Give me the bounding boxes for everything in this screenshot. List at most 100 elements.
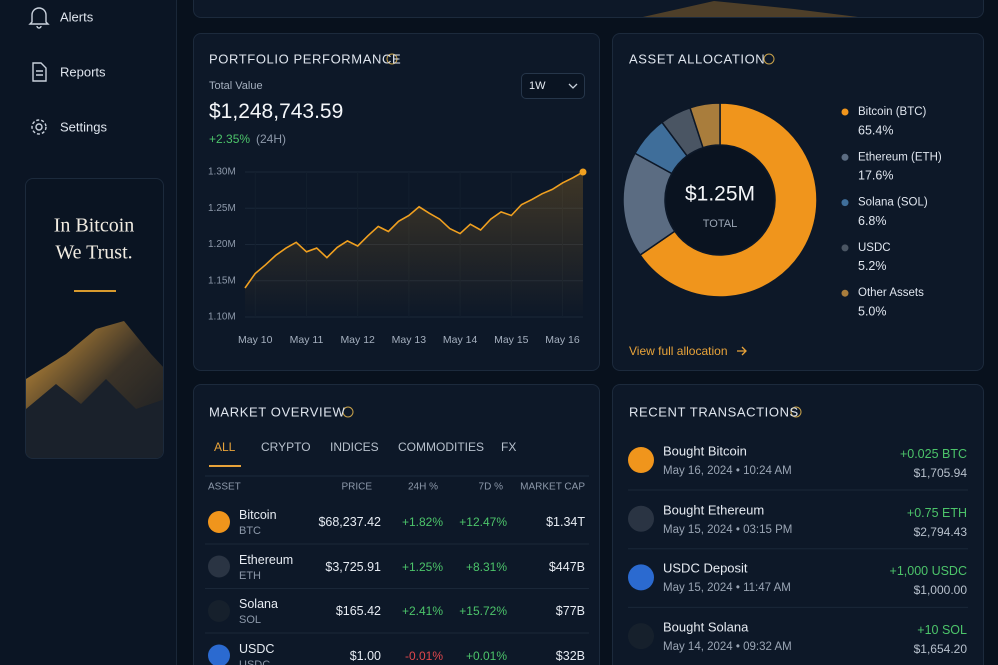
change: +15.72% <box>459 604 507 618</box>
donut-segment <box>689 102 721 149</box>
coin-icon <box>208 555 230 578</box>
donut-total-label: TOTAL <box>703 218 737 230</box>
info-icon <box>386 53 398 65</box>
asset-ticker: SOL <box>239 614 262 626</box>
range-value[interactable]: 1W <box>529 80 546 92</box>
report-icon <box>32 62 47 82</box>
tab[interactable]: ALL <box>214 440 236 454</box>
asset-name: Bitcoin <box>239 508 277 522</box>
tx-amount: +1,000 USDC <box>889 564 967 579</box>
legend-value: 6.8% <box>858 214 887 228</box>
change: +1.25% <box>401 559 443 574</box>
change: -0.01% <box>404 648 443 663</box>
legend-swatch <box>841 108 849 116</box>
y-tick-label: 1.30M <box>208 167 236 178</box>
asset-ticker: USDC <box>239 658 271 665</box>
nav-item[interactable]: Alerts <box>60 9 94 25</box>
tab[interactable]: INDICES <box>330 440 379 454</box>
column-header: 24H % <box>407 481 438 493</box>
x-tick-label: May 13 <box>392 334 427 346</box>
nav-item[interactable]: Reports <box>60 64 106 80</box>
card-title: PORTFOLIO PERFORMANCE <box>209 51 402 67</box>
x-tick-label: May 14 <box>443 334 478 346</box>
asset-name: Ethereum <box>239 552 294 567</box>
tx-amount: +0.75 ETH <box>906 505 967 520</box>
asset-name: USDC <box>239 641 275 656</box>
change: +0.01% <box>465 648 507 663</box>
legend-label: USDC <box>858 242 891 254</box>
nav-icons <box>28 7 50 135</box>
price: $165.42 <box>335 604 381 618</box>
area <box>245 172 583 317</box>
market-cap: $77B <box>555 604 585 618</box>
legend-swatch <box>841 153 849 161</box>
transactions-card <box>612 384 984 665</box>
tx-value: $2,794.43 <box>913 524 967 539</box>
mountain <box>26 379 163 458</box>
x-tick-label: May 12 <box>340 334 375 346</box>
tx-amount: +0.025 BTC <box>899 447 967 461</box>
tx-title: Bought Solana <box>663 619 749 635</box>
tab[interactable]: FX <box>501 440 517 454</box>
legend-label: Other Assets <box>858 287 924 299</box>
info-icon <box>342 406 354 418</box>
legend-value: 17.6% <box>858 169 893 183</box>
market-cap: $1.34T <box>546 515 585 529</box>
chevron <box>568 83 578 89</box>
tx-value: $1,000.00 <box>913 583 967 598</box>
gear-icon <box>31 119 47 135</box>
arrow-icon[interactable] <box>737 346 747 356</box>
x-tick-label: May 11 <box>290 334 324 346</box>
line-chart: 1.10M 1.15M 1.20M 1.25M 1.30M May 10 May 11 May… <box>208 167 587 346</box>
price: $1.00 <box>349 648 381 663</box>
legend-label: Ethereum (ETH) <box>858 151 942 163</box>
tab[interactable]: COMMODITIES <box>398 440 484 454</box>
y-tick-label: 1.20M <box>208 239 236 250</box>
change: +2.41% <box>401 604 443 618</box>
end-point <box>579 168 587 176</box>
card-title: ASSET ALLOCATION <box>629 51 766 67</box>
asset-ticker: BTC <box>239 525 261 537</box>
tx-title: Bought Ethereum <box>663 502 765 518</box>
total-label: Total Value <box>209 80 263 92</box>
legend-swatch <box>841 289 849 297</box>
legend-swatch <box>841 244 849 252</box>
mountain-art <box>26 290 163 458</box>
tab[interactable]: CRYPTO <box>261 440 311 454</box>
y-tick-label: 1.15M <box>208 275 236 286</box>
donut-segment <box>639 102 818 298</box>
info-icon <box>763 53 775 65</box>
banner-text: We Trust. <box>55 241 133 264</box>
bell-icon <box>28 7 50 29</box>
market-cap: $447B <box>548 559 585 574</box>
column-header: PRICE <box>341 481 372 493</box>
donut-total: $1.25M <box>685 183 755 206</box>
tx-time: May 14, 2024 • 09:32 AM <box>663 641 792 654</box>
link[interactable]: View full allocation <box>629 344 728 358</box>
change-period: (24H) <box>256 132 287 146</box>
change: +8.31% <box>465 559 507 574</box>
asset-ticker: ETH <box>239 569 261 582</box>
x-tick-label: May 15 <box>494 334 529 346</box>
tx-title: USDC Deposit <box>663 560 748 576</box>
coin-icon <box>208 600 230 622</box>
price: $3,725.91 <box>325 559 381 574</box>
coin-icon <box>628 447 654 473</box>
coin-icon <box>628 623 654 650</box>
price: $68,237.42 <box>318 515 381 529</box>
legend-label: Bitcoin (BTC) <box>858 106 927 118</box>
change: +2.35% <box>209 132 251 146</box>
legend-value: 5.0% <box>858 304 887 318</box>
card-title: RECENT TRANSACTIONS <box>629 404 799 420</box>
top-card <box>193 0 984 18</box>
legend-value: 65.4% <box>858 123 893 137</box>
card-title: MARKET OVERVIEW <box>209 404 346 420</box>
nav-item[interactable]: Settings <box>60 119 107 135</box>
column-header: ASSET <box>208 481 241 493</box>
legend-value: 5.2% <box>858 259 887 273</box>
column-header: 7D % <box>478 481 503 493</box>
donut-chart: $1.25M TOTAL Bitcoin (BTC) 65.4% Ethereum (E… <box>622 102 942 318</box>
